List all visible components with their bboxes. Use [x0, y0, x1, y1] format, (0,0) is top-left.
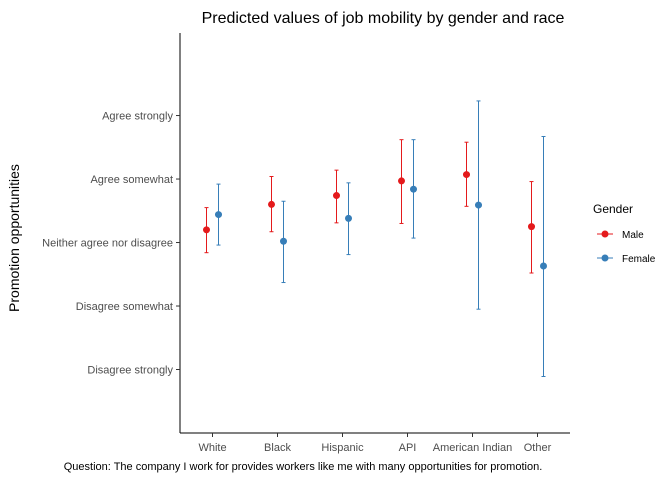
x-axis-ticks: White Black Hispanic API American Indian Othe…	[198, 433, 552, 454]
data-point	[203, 226, 210, 234]
legend-title: Gender	[593, 202, 633, 216]
y-axis-ticks: Disagree strongly Disagree somewhat Neithe…	[42, 111, 180, 377]
data-point	[280, 237, 287, 245]
y-tick-label: Disagree strongly	[87, 365, 173, 377]
chart-caption: Question: The company I work for provide…	[64, 461, 543, 473]
plot-area: Disagree strongly Disagree somewhat Neithe…	[42, 33, 570, 454]
legend-label: Female	[622, 254, 656, 265]
data-point	[528, 223, 535, 231]
y-tick-label: Neither agree nor disagree	[42, 238, 173, 250]
series-layer	[203, 100, 547, 377]
legend-item-female: Female	[597, 254, 656, 265]
x-tick-label: API	[399, 442, 417, 454]
y-tick-label: Agree somewhat	[90, 174, 173, 186]
legend-item-male: Male	[597, 230, 644, 241]
data-point	[463, 171, 470, 179]
series-male	[203, 139, 535, 274]
data-point	[333, 192, 340, 200]
y-tick-label: Disagree somewhat	[76, 301, 173, 313]
data-point	[540, 262, 547, 270]
x-tick-label: White	[198, 442, 226, 454]
legend-label: Male	[622, 230, 644, 241]
legend-key-point	[601, 254, 609, 262]
chart-title: Predicted values of job mobility by gend…	[202, 10, 565, 27]
legend-items: Male Female	[597, 230, 656, 265]
data-point	[215, 211, 222, 219]
data-point	[268, 200, 275, 208]
series-female	[215, 100, 547, 377]
x-tick-label: Black	[264, 442, 291, 454]
y-axis-title: Promotion opportunities	[6, 164, 22, 312]
data-point	[475, 201, 482, 209]
legend-key-point	[601, 230, 609, 238]
data-point	[410, 185, 417, 193]
data-point	[398, 177, 405, 185]
x-tick-label: Hispanic	[321, 442, 364, 454]
x-tick-label: Other	[524, 442, 552, 454]
data-point	[345, 214, 352, 222]
y-tick-label: Agree strongly	[102, 111, 173, 123]
legend: Gender Male Female	[593, 202, 656, 265]
x-tick-label: American Indian	[433, 442, 513, 454]
